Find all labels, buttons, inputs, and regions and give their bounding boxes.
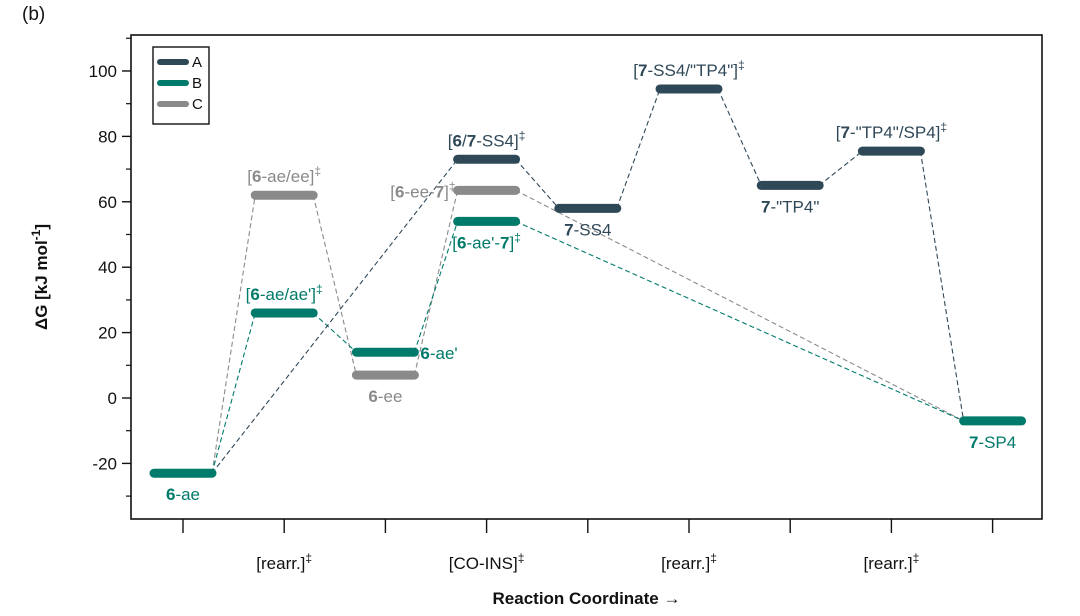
y-axis-title: ΔG [kJ mol-1]	[29, 224, 51, 330]
y-tick-label: 80	[98, 127, 117, 146]
state-label-ee: 6-ee	[368, 387, 402, 406]
connection-ss4-tsA2	[616, 88, 661, 209]
panel-label: (b)	[22, 4, 46, 25]
connection-tsA2-tp4	[717, 88, 762, 186]
legend-label-C: C	[192, 96, 203, 113]
connection-tsA1-ss4	[515, 158, 560, 209]
legend-label-B: B	[192, 75, 202, 92]
connection-tsA3-sp4	[919, 151, 965, 421]
connection-tp4-tsA3	[818, 150, 863, 186]
connection-tsB2-sp4	[515, 220, 964, 422]
y-tick-label: 60	[98, 193, 117, 212]
y-tick-label: 20	[98, 324, 117, 343]
x-tick-label: [CO-INS]‡	[449, 551, 525, 573]
y-tick-label: 100	[89, 62, 117, 81]
connection-ae2-tsB2	[413, 221, 459, 353]
state-label-ss4: 7-SS4	[564, 220, 611, 239]
axes-group: -20 0 20 40 60 80 100 [rearr.]‡ [CO-INS]‡ [rearr.…	[29, 34, 1043, 608]
x-tick-label: [rearr.]‡	[661, 551, 717, 573]
levels-group	[149, 84, 1027, 478]
state-label-tsC2: [6-ee-7]‡	[390, 179, 455, 201]
y-tick-label: 40	[98, 258, 117, 277]
plot-frame	[130, 34, 1043, 520]
x-tick-label: [rearr.]‡	[863, 551, 919, 573]
state-labels-group: 6-ae [6-ae/ee]‡ [6-ae/ae']‡ 6-ae' 6-ee [6/7-S…	[166, 58, 1016, 504]
x-tick-label: [rearr.]‡	[256, 551, 312, 573]
connection-tsC2-sp4	[515, 189, 964, 422]
state-label-tp4: 7-"TP4"	[761, 197, 819, 216]
connection-tsB1-ae2	[312, 312, 357, 353]
state-label-tsA2: [7-SS4/"TP4"]‡	[633, 58, 744, 80]
state-label-tsA3: [7-"TP4"/SP4]‡	[836, 120, 947, 142]
state-label-tsB2: [6-ae'-7]‡	[452, 230, 521, 252]
connection-ae-tsA1	[211, 158, 459, 474]
state-label-ae2: 6-ae'	[420, 344, 457, 363]
state-label-tsA1: [6/7-SS4]‡	[448, 128, 526, 150]
state-label-tsC1: [6-ae/ee]‡	[247, 164, 321, 186]
y-tick-label: 0	[108, 389, 117, 408]
connection-ae-tsC1	[211, 195, 256, 474]
connection-ae-tsB1	[211, 312, 256, 474]
state-label-tsB1: [6-ae/ae']‡	[246, 282, 323, 304]
legend: ABC	[152, 46, 210, 125]
legend-label-A: A	[192, 54, 202, 71]
connections-group	[211, 88, 965, 474]
y-tick-label: -20	[92, 454, 117, 473]
state-label-ae: 6-ae	[166, 485, 200, 504]
x-axis-title: Reaction Coordinate →	[493, 589, 681, 608]
state-label-sp4: 7-SP4	[969, 433, 1016, 452]
